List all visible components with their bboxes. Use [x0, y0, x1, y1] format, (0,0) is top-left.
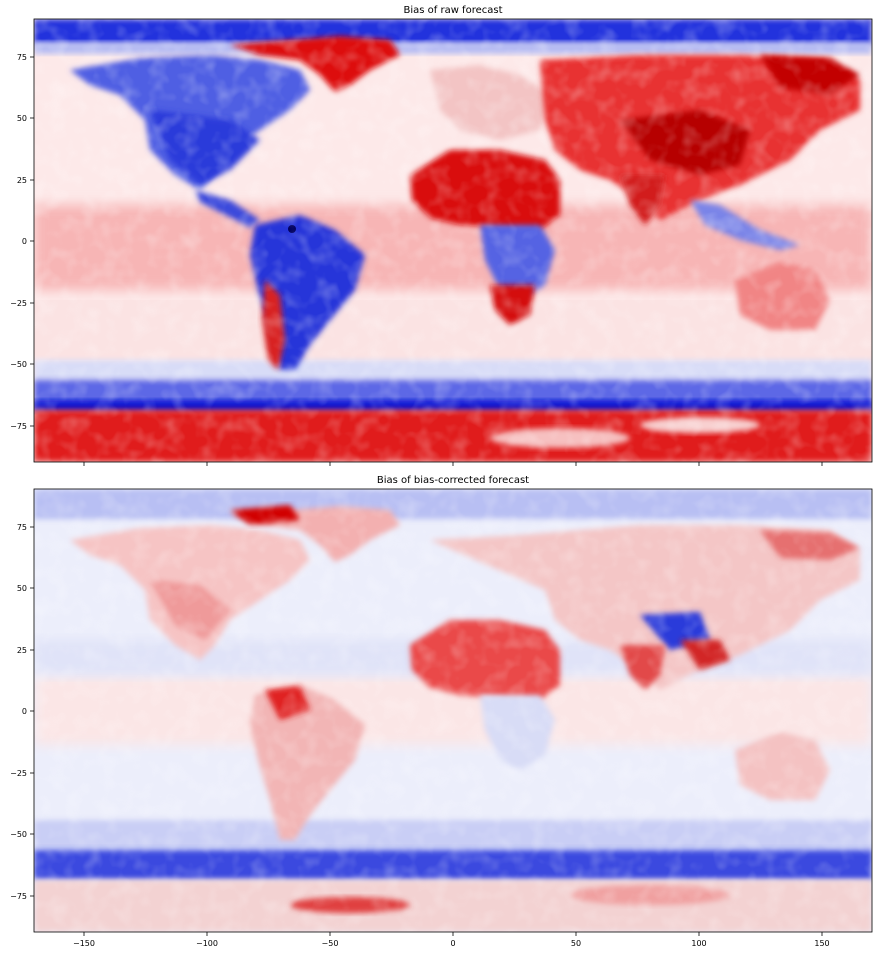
y-axis: 75 50 25 0 −25 −50 −75: [10, 523, 34, 901]
panel-bias-corrected-forecast: Bias of bias-corrected forecast: [10, 475, 873, 948]
y-tick-label: 0: [22, 707, 27, 716]
y-tick-label: −75: [10, 892, 27, 901]
x-tick-label: 100: [691, 939, 706, 948]
x-tick-label: −150: [73, 939, 95, 948]
y-tick-label: −50: [10, 830, 27, 839]
bias-heatmap: [34, 489, 872, 932]
x-tick-label: 0: [450, 939, 455, 948]
y-tick-label: −75: [10, 422, 27, 431]
x-axis: −150 −100 −50 0 50 100 150: [73, 932, 830, 948]
y-tick-label: −50: [10, 360, 27, 369]
y-tick-label: 25: [17, 176, 27, 185]
x-tick-label: −50: [322, 939, 339, 948]
bias-heatmap: [34, 19, 872, 462]
x-tick-label: 150: [814, 939, 829, 948]
x-axis-ticks: [83, 462, 823, 466]
y-tick-label: 0: [22, 237, 27, 246]
y-tick-label: 75: [17, 523, 27, 532]
panel-raw-forecast: Bias of raw forecast: [10, 5, 873, 466]
y-tick-label: 50: [17, 584, 27, 593]
panel-title: Bias of bias-corrected forecast: [377, 475, 529, 486]
x-tick-label: 50: [571, 939, 581, 948]
y-tick-label: 50: [17, 114, 27, 123]
y-tick-label: 25: [17, 646, 27, 655]
y-tick-label: 75: [17, 53, 27, 62]
y-axis: 75 50 25 0 −25 −50 −75: [10, 53, 34, 431]
x-tick-label: −100: [196, 939, 218, 948]
y-tick-label: −25: [10, 769, 27, 778]
panel-title: Bias of raw forecast: [403, 5, 502, 16]
y-tick-label: −25: [10, 299, 27, 308]
